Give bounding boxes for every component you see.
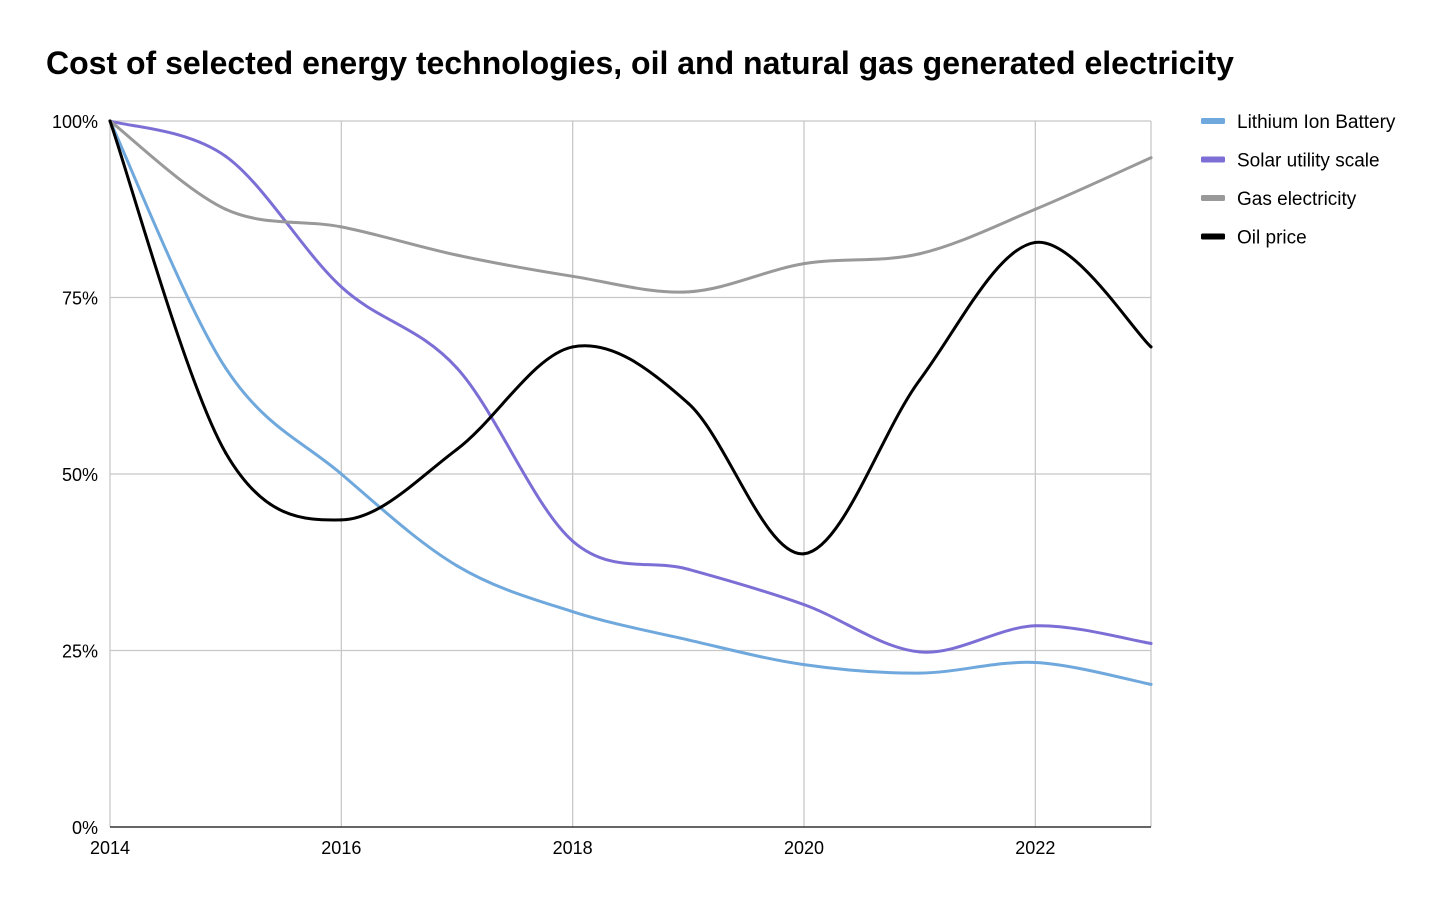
data-point — [686, 638, 690, 642]
y-tick-label: 25% — [62, 642, 98, 662]
data-point — [455, 447, 459, 451]
data-point — [802, 663, 806, 667]
data-point — [224, 451, 228, 455]
data-point — [571, 539, 575, 543]
legend-swatch — [1201, 118, 1225, 124]
data-point — [686, 401, 690, 405]
legend-swatch — [1201, 195, 1225, 201]
legend: Lithium Ion Battery Solar utility scale Ga… — [1201, 112, 1396, 249]
data-point — [686, 290, 690, 294]
y-tick-label: 0% — [72, 818, 98, 838]
data-point — [455, 366, 459, 370]
chart-title: Cost of selected energy technologies, oi… — [46, 45, 1234, 81]
data-point — [918, 252, 922, 256]
legend-item-lithium-ion-battery: Lithium Ion Battery — [1201, 112, 1396, 133]
data-point — [686, 567, 690, 571]
data-point — [224, 154, 228, 158]
series-line-gas-electricity — [108, 119, 1153, 294]
data-point — [339, 518, 343, 522]
data-point — [918, 378, 922, 382]
tick-labels: 0% 25% 50% 75% 100% 2014 2016 2018 2020 2022 — [52, 112, 1055, 858]
data-point — [802, 262, 806, 266]
data-point — [1033, 240, 1037, 244]
legend-label: Oil price — [1237, 228, 1307, 249]
data-point — [339, 472, 343, 476]
legend-item-solar-utility-scale: Solar utility scale — [1201, 151, 1380, 172]
series-gas-electricity — [108, 119, 1153, 294]
data-point — [455, 253, 459, 257]
data-point — [918, 650, 922, 654]
data-point — [224, 366, 228, 370]
data-point — [224, 207, 228, 211]
series-solar-utility-scale — [108, 119, 1153, 654]
data-point — [571, 610, 575, 614]
data-point — [108, 119, 112, 123]
data-point — [455, 564, 459, 568]
data-point — [1149, 682, 1153, 686]
x-tick-label: 2016 — [321, 838, 361, 858]
legend-label: Solar utility scale — [1237, 151, 1380, 172]
y-tick-label: 100% — [52, 112, 98, 132]
data-point — [1033, 207, 1037, 211]
data-point — [1033, 661, 1037, 665]
legend-item-gas-electricity: Gas electricity — [1201, 189, 1357, 210]
x-tick-label: 2014 — [90, 838, 130, 858]
legend-label: Gas electricity — [1237, 189, 1357, 210]
legend-swatch — [1201, 233, 1225, 240]
data-point — [802, 603, 806, 607]
legend-label: Lithium Ion Battery — [1237, 112, 1396, 133]
series-oil-price — [108, 119, 1153, 556]
series-line-oil-price — [108, 119, 1153, 556]
data-point — [339, 285, 343, 289]
legend-item-oil-price: Oil price — [1201, 228, 1307, 249]
series — [108, 119, 1153, 686]
data-point — [571, 345, 575, 349]
series-lithium-ion-battery — [108, 119, 1153, 686]
data-point — [918, 671, 922, 675]
series-line-solar-utility-scale — [108, 119, 1153, 654]
series-line-lithium-ion-battery — [108, 119, 1153, 686]
data-point — [1149, 345, 1153, 349]
data-point — [802, 552, 806, 556]
data-point — [1149, 641, 1153, 645]
data-point — [1149, 156, 1153, 160]
data-point — [571, 274, 575, 278]
data-point — [1033, 624, 1037, 628]
x-tick-label: 2022 — [1015, 838, 1055, 858]
legend-swatch — [1201, 156, 1225, 163]
y-tick-label: 75% — [62, 289, 98, 309]
data-point — [339, 225, 343, 229]
y-tick-label: 50% — [62, 465, 98, 485]
x-tick-label: 2020 — [784, 838, 824, 858]
x-tick-label: 2018 — [553, 838, 593, 858]
